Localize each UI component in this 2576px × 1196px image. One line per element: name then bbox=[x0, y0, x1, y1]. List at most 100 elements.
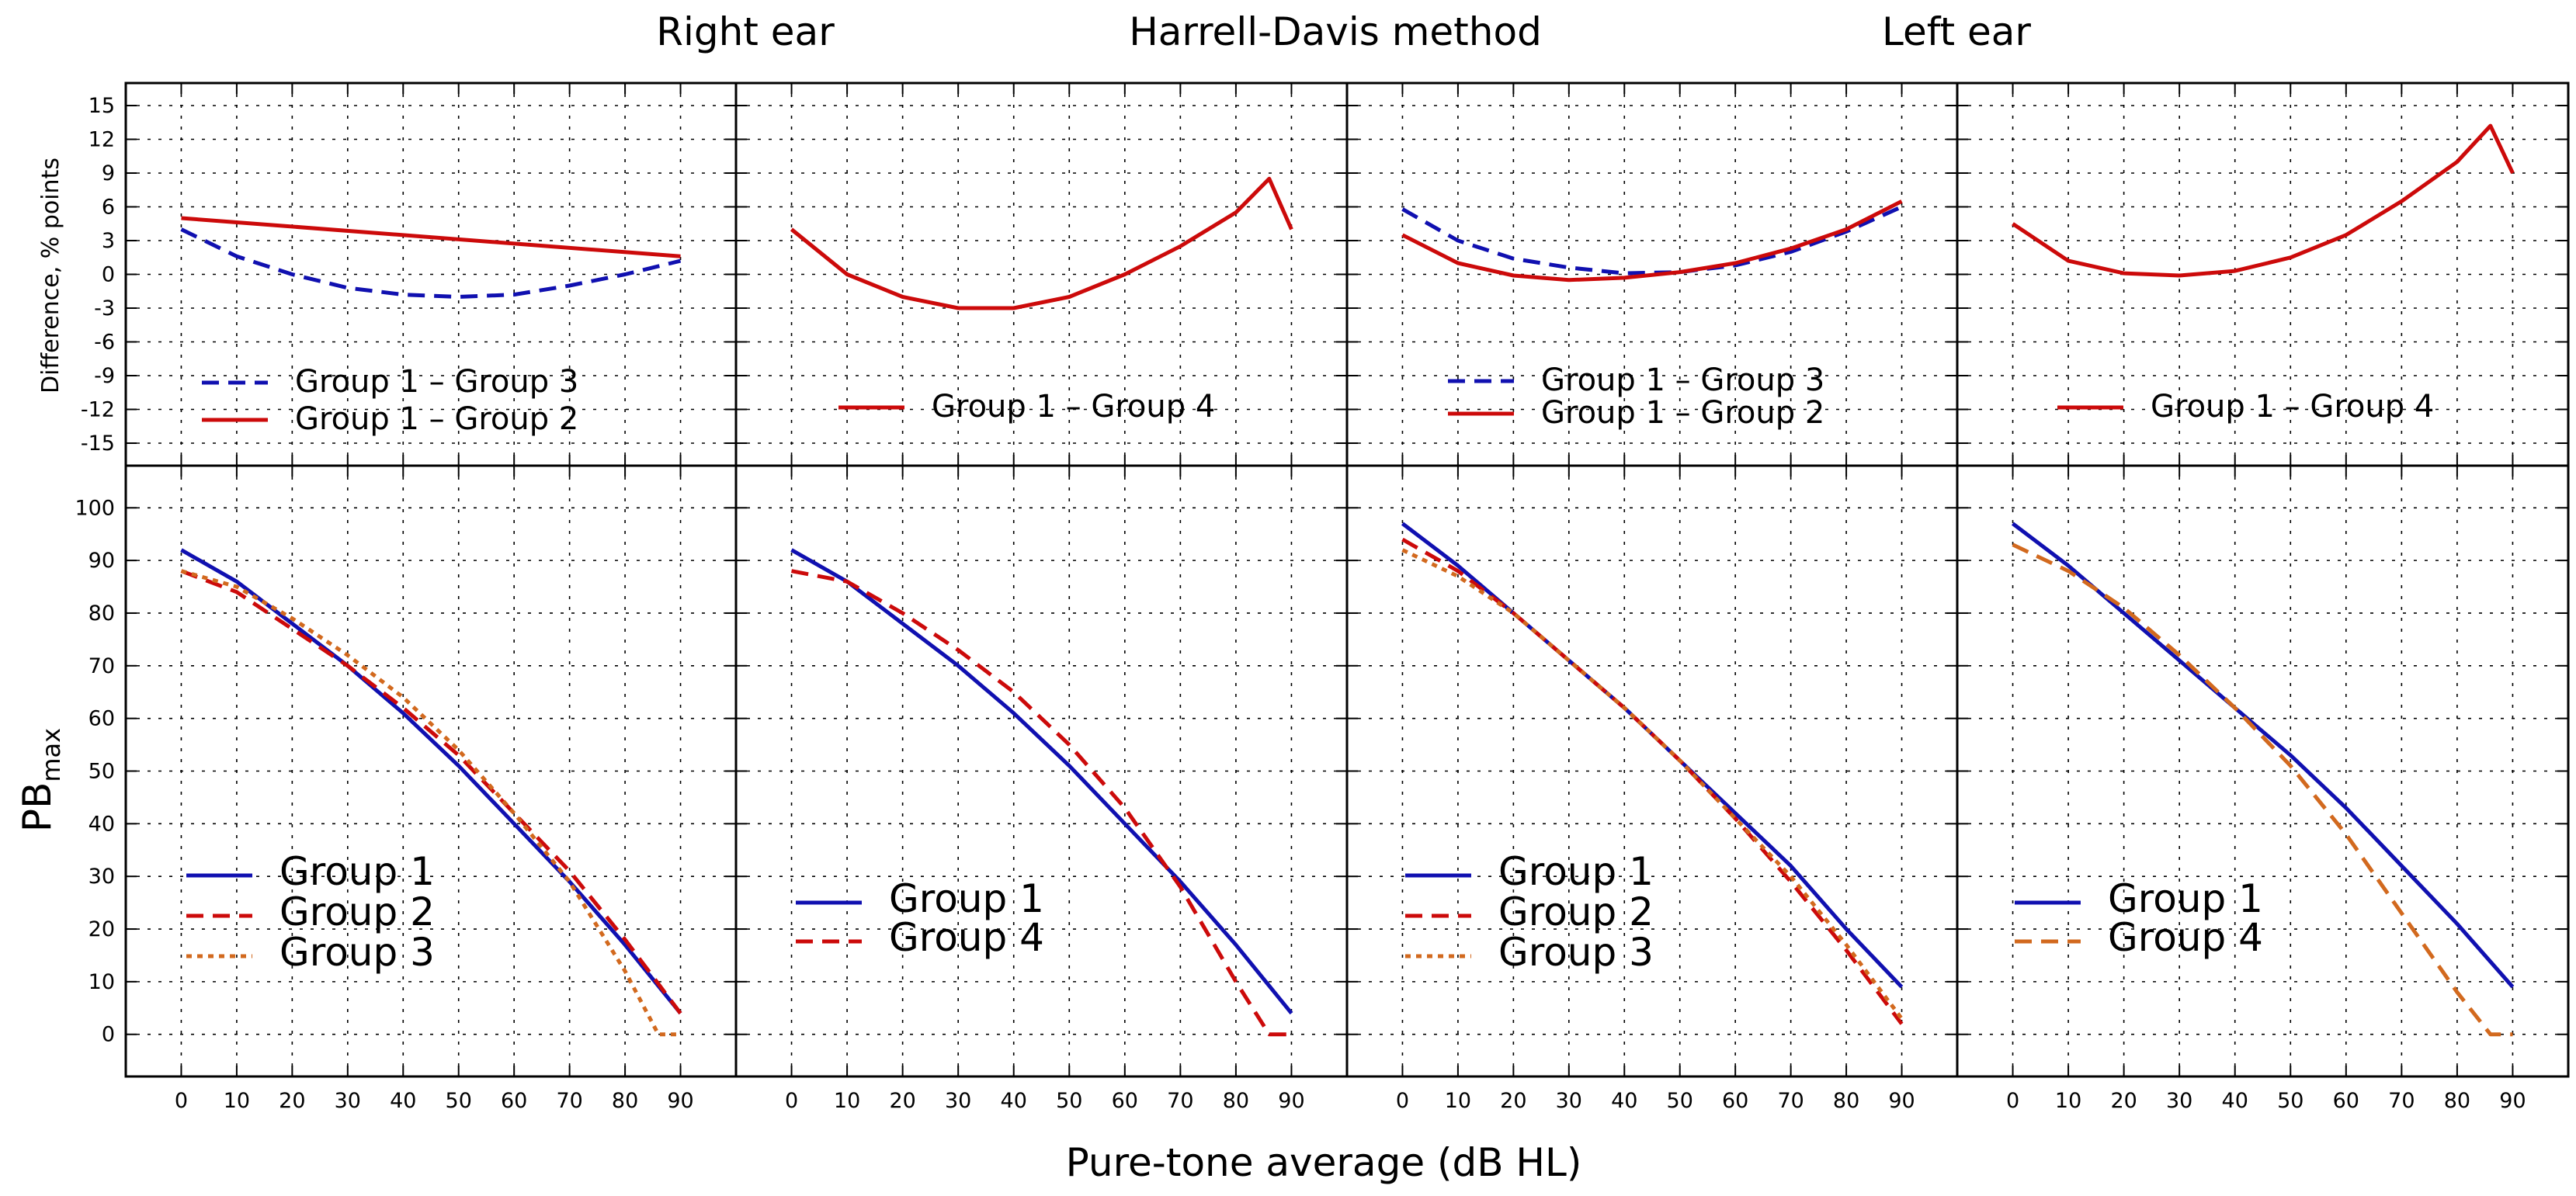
legend-label: Group 1 – Group 2 bbox=[1541, 395, 1824, 431]
panel-bottom-1: 0 10 20 30 40 50 60 70 80 90 100 0 10 20 30 40 50 60 70 80 9… bbox=[75, 464, 738, 1113]
series-line bbox=[2012, 123, 2515, 278]
x-tick-label: 0 bbox=[1396, 1089, 1409, 1113]
x-tick-label: 40 bbox=[2222, 1089, 2248, 1113]
series-line bbox=[181, 216, 681, 258]
x-tick-label: 30 bbox=[335, 1089, 361, 1113]
x-tick-label: 70 bbox=[556, 1089, 582, 1113]
pbmax-main: PB bbox=[15, 782, 60, 832]
y-tick-label: 30 bbox=[89, 865, 115, 889]
x-tick-label: 40 bbox=[1611, 1089, 1637, 1113]
legend-label: Group 1 – Group 3 bbox=[295, 364, 578, 400]
y-tick-label: 100 bbox=[75, 496, 115, 520]
x-tick-label: 80 bbox=[1833, 1089, 1859, 1113]
x-tick-label: 10 bbox=[834, 1089, 860, 1113]
x-tick-label: 60 bbox=[2333, 1089, 2359, 1113]
y-tick-label: 70 bbox=[89, 654, 115, 678]
x-tick-label: 70 bbox=[2388, 1089, 2415, 1113]
x-tick-label: 20 bbox=[2110, 1089, 2137, 1113]
legend-label: Group 1 – Group 4 bbox=[2151, 389, 2434, 425]
x-tick-label: 20 bbox=[889, 1089, 915, 1113]
x-tick-label: 70 bbox=[1777, 1089, 1804, 1113]
legend-label: Group 3 bbox=[279, 930, 435, 975]
x-tick-label: 80 bbox=[612, 1089, 638, 1113]
y-tick-label: 80 bbox=[89, 601, 115, 626]
legend-label: Group 1 bbox=[1498, 849, 1654, 894]
panel-top-4: Group 1 – Group 4 bbox=[1956, 81, 2570, 467]
legend-label: Group 1 – Group 2 bbox=[295, 401, 578, 437]
x-tick-label: 90 bbox=[2499, 1089, 2526, 1113]
series-line bbox=[790, 176, 1293, 310]
x-tick-label: 50 bbox=[1056, 1089, 1082, 1113]
y-tick-label: 10 bbox=[89, 970, 115, 994]
legend: Group 1 – Group 4 bbox=[2057, 389, 2434, 425]
series-line bbox=[180, 569, 681, 1037]
x-tick-label: 80 bbox=[1223, 1089, 1249, 1113]
pbmax-sub: max bbox=[36, 728, 66, 782]
y-tick-label: 20 bbox=[89, 917, 115, 941]
y-tick-label: 50 bbox=[89, 760, 115, 784]
x-tick-label: 60 bbox=[501, 1089, 527, 1113]
legend-label: Group 1 – Group 3 bbox=[1541, 362, 1824, 398]
x-tick-label: 10 bbox=[2055, 1089, 2081, 1113]
series-line bbox=[1401, 537, 1904, 1025]
x-tick-label: 20 bbox=[1500, 1089, 1526, 1113]
series-line bbox=[2012, 543, 2513, 1037]
x-tick-label: 10 bbox=[1445, 1089, 1471, 1113]
x-axis-label: Pure-tone average (dB HL) bbox=[1066, 1140, 1582, 1185]
y-axis-label-pbmax: PBmax bbox=[15, 728, 66, 832]
y-tick-label: 60 bbox=[89, 707, 115, 731]
legend-label: Group 1 bbox=[2108, 876, 2263, 921]
x-tick-label: 90 bbox=[1888, 1089, 1915, 1113]
legend-label: Group 1 bbox=[279, 849, 435, 894]
title-left-ear: Left ear bbox=[1882, 9, 2031, 54]
x-tick-label: 50 bbox=[2277, 1089, 2303, 1113]
y-tick-label: 3 bbox=[102, 229, 115, 253]
series-line bbox=[180, 227, 682, 299]
x-tick-label: 60 bbox=[1722, 1089, 1748, 1113]
y-tick-label: 90 bbox=[89, 549, 115, 573]
series-line bbox=[180, 569, 682, 1015]
x-tick-label: 0 bbox=[785, 1089, 798, 1113]
legend-label: Group 4 bbox=[889, 915, 1044, 960]
legend-label: Group 1 – Group 4 bbox=[932, 389, 1215, 425]
series-line bbox=[1401, 205, 1903, 276]
panel-frame bbox=[1956, 464, 2570, 1078]
x-tick-label: 90 bbox=[1278, 1089, 1304, 1113]
series-line bbox=[1401, 548, 1904, 1020]
legend-label: Group 4 bbox=[2108, 915, 2263, 960]
x-tick-label: 30 bbox=[2166, 1089, 2192, 1113]
x-tick-label: 30 bbox=[1556, 1089, 1582, 1113]
x-tick-label: 20 bbox=[279, 1089, 305, 1113]
y-tick-label: 0 bbox=[102, 263, 115, 287]
legend: Group 1 – Group 4 bbox=[838, 389, 1215, 425]
legend-label: Group 2 bbox=[279, 889, 435, 934]
x-tick-label: 40 bbox=[1001, 1089, 1027, 1113]
x-tick-label: 10 bbox=[224, 1089, 250, 1113]
x-tick-label: 0 bbox=[2006, 1089, 2019, 1113]
x-tick-label: 0 bbox=[175, 1089, 188, 1113]
x-tick-label: 50 bbox=[446, 1089, 472, 1113]
y-tick-label: 15 bbox=[89, 94, 115, 118]
y-tick-label: -15 bbox=[81, 432, 115, 456]
y-tick-label: -9 bbox=[94, 364, 115, 388]
x-tick-label: 50 bbox=[1667, 1089, 1693, 1113]
x-tick-label: 40 bbox=[390, 1089, 416, 1113]
series-line bbox=[790, 548, 1293, 1015]
title-right-ear: Right ear bbox=[656, 9, 835, 54]
legend-label: Group 3 bbox=[1498, 930, 1654, 975]
y-axis-label-difference: Difference, % points bbox=[37, 158, 64, 393]
legend-label: Group 2 bbox=[1498, 889, 1654, 934]
x-tick-label: 70 bbox=[1167, 1089, 1193, 1113]
x-tick-label: 60 bbox=[1112, 1089, 1138, 1113]
